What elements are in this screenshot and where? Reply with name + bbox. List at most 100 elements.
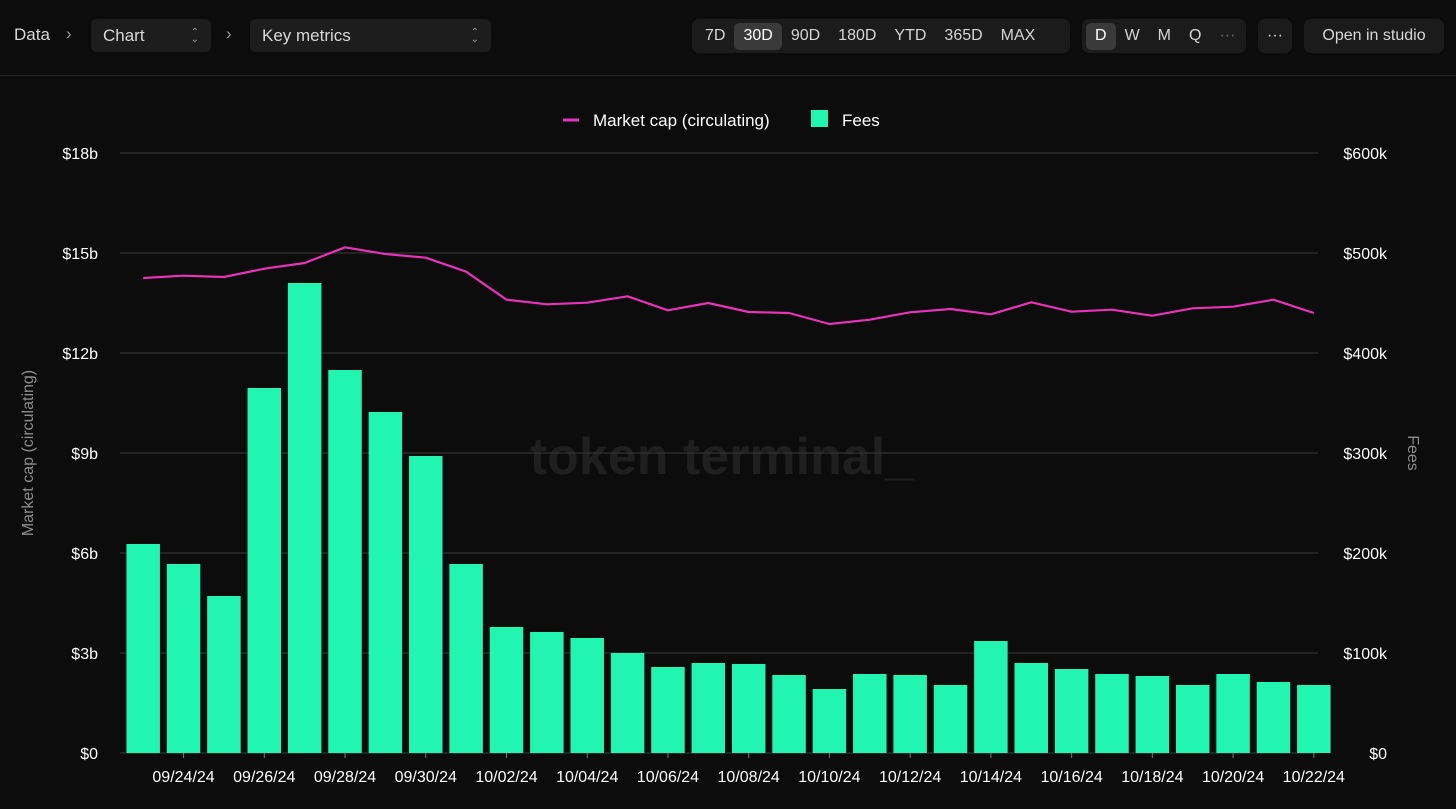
fees-bar bbox=[853, 674, 887, 753]
fees-bar bbox=[328, 370, 362, 753]
x-tick-label: 09/28/24 bbox=[314, 769, 376, 786]
fees-bar bbox=[1175, 685, 1210, 753]
more-icon: ··· bbox=[1267, 27, 1283, 44]
left-tick-label: $0 bbox=[80, 746, 98, 763]
chevron-right-icon: › bbox=[66, 24, 72, 43]
granularity-option-d[interactable]: D bbox=[1086, 22, 1116, 50]
granularity-selector: D W M Q ··· bbox=[1082, 19, 1246, 53]
x-tick-label: 09/26/24 bbox=[233, 769, 295, 786]
fees-bar bbox=[570, 638, 604, 753]
fees-bar bbox=[530, 632, 564, 753]
range-option-max[interactable]: MAX bbox=[1000, 27, 1036, 44]
range-option-180d[interactable]: 180D bbox=[838, 27, 877, 44]
right-tick-label: $100k bbox=[1343, 646, 1388, 663]
x-tick-label: 09/30/24 bbox=[395, 769, 457, 786]
right-tick-label: $0 bbox=[1369, 746, 1387, 763]
fees-bar bbox=[691, 663, 726, 753]
right-axis-title: Fees bbox=[1404, 435, 1421, 471]
right-tick-label: $600k bbox=[1343, 146, 1388, 163]
left-axis: $0 $3b $6b $9b $12b $15b $18b bbox=[62, 146, 98, 763]
fees-bar bbox=[1095, 674, 1129, 753]
more-options-button[interactable]: ··· bbox=[1258, 19, 1292, 53]
fees-bars bbox=[126, 283, 1331, 753]
chart: token terminal_ $0$3b$6b$9b$12b$15b$18b … bbox=[20, 110, 1421, 786]
x-tick-label: 10/12/24 bbox=[879, 769, 941, 786]
fees-bar bbox=[166, 564, 201, 753]
fees-bar bbox=[610, 653, 645, 753]
x-tick-label: 10/14/24 bbox=[960, 769, 1022, 786]
time-range-selector: 7D 30D 90D 180D YTD 365D MAX bbox=[692, 19, 1070, 53]
fees-bar bbox=[731, 664, 766, 753]
fees-bar bbox=[812, 689, 847, 753]
fees-bar bbox=[1054, 669, 1089, 753]
chevron-right-icon: › bbox=[226, 24, 232, 43]
range-option-365d[interactable]: 365D bbox=[944, 27, 983, 44]
fees-bar bbox=[247, 388, 282, 753]
fees-bar bbox=[207, 596, 241, 753]
x-tick-label: 10/06/24 bbox=[637, 769, 699, 786]
fees-bar bbox=[651, 667, 685, 753]
x-tick-label: 10/18/24 bbox=[1121, 769, 1183, 786]
granularity-option-m[interactable]: M bbox=[1157, 27, 1171, 44]
fees-bar bbox=[933, 685, 968, 753]
open-in-studio-label: Open in studio bbox=[1322, 27, 1426, 44]
x-tick-label: 10/16/24 bbox=[1040, 769, 1102, 786]
left-axis-title: Market cap (circulating) bbox=[20, 370, 37, 536]
x-tick-label: 10/20/24 bbox=[1202, 769, 1264, 786]
range-option-30d[interactable]: 30D bbox=[734, 22, 782, 50]
left-tick-label: $6b bbox=[71, 546, 98, 563]
right-axis: $0 $100k $200k $300k $400k $500k $600k bbox=[1343, 146, 1388, 763]
fees-bar bbox=[1297, 685, 1331, 753]
left-tick-label: $18b bbox=[62, 146, 98, 163]
left-tick-label: $12b bbox=[62, 346, 98, 363]
x-tick-label: 10/02/24 bbox=[475, 769, 537, 786]
market-cap-line-path bbox=[143, 246, 1315, 326]
range-option-90d[interactable]: 90D bbox=[790, 27, 821, 44]
fees-bar bbox=[287, 283, 322, 753]
fees-bar bbox=[974, 641, 1008, 753]
updown-chevron-icon: ⌃ ⌄ bbox=[190, 26, 199, 45]
fees-bar bbox=[1256, 682, 1291, 753]
legend-fees-label: Fees bbox=[842, 111, 880, 130]
fees-bar bbox=[1135, 676, 1170, 753]
fees-bar bbox=[1216, 674, 1250, 753]
granularity-option-w[interactable]: W bbox=[1124, 27, 1140, 44]
metrics-select-value: Key metrics bbox=[262, 25, 351, 45]
open-in-studio-button[interactable]: Open in studio bbox=[1304, 19, 1444, 53]
metrics-select[interactable]: Key metrics ⌃ ⌄ bbox=[250, 19, 491, 52]
chart-select[interactable]: Chart ⌃ ⌄ bbox=[91, 19, 211, 52]
range-option-ytd[interactable]: YTD bbox=[894, 27, 927, 44]
x-tick-label: 10/22/24 bbox=[1283, 769, 1345, 786]
fees-bar bbox=[893, 675, 927, 753]
x-tick-label: 09/24/24 bbox=[152, 769, 214, 786]
right-tick-label: $200k bbox=[1343, 546, 1388, 563]
fees-bar bbox=[408, 456, 443, 753]
breadcrumb-data-link[interactable]: Data bbox=[14, 25, 50, 44]
market-cap-line bbox=[143, 246, 1315, 326]
x-tick-label: 10/08/24 bbox=[718, 769, 780, 786]
legend: Market cap (circulating) Fees bbox=[563, 110, 880, 130]
fees-bar bbox=[1014, 663, 1049, 753]
left-tick-label: $15b bbox=[62, 246, 98, 263]
fees-bar bbox=[772, 675, 806, 753]
x-axis: 09/24/24 09/26/24 09/28/24 09/30/24 10/02/24… bbox=[152, 753, 1345, 786]
right-tick-label: $300k bbox=[1343, 446, 1388, 463]
fees-bar bbox=[126, 544, 160, 753]
granularity-option-more-option[interactable]: ··· bbox=[1219, 27, 1236, 44]
legend-fees-swatch bbox=[811, 110, 828, 127]
x-tick-label: 10/04/24 bbox=[556, 769, 618, 786]
chart-select-value: Chart bbox=[103, 25, 145, 45]
fees-bar bbox=[368, 412, 403, 753]
legend-market-cap-label: Market cap (circulating) bbox=[593, 111, 770, 130]
right-tick-label: $400k bbox=[1343, 346, 1388, 363]
top-toolbar: Data › Chart ⌃ ⌄ › Key metrics ⌃ ⌄ 7D 30D 90… bbox=[0, 0, 1456, 76]
updown-chevron-icon: ⌃ ⌄ bbox=[470, 26, 479, 45]
left-tick-label: $3b bbox=[71, 646, 98, 663]
range-option-7d[interactable]: 7D bbox=[705, 27, 726, 44]
granularity-option-q[interactable]: Q bbox=[1189, 27, 1202, 44]
right-tick-label: $500k bbox=[1343, 246, 1388, 263]
fees-bar bbox=[489, 627, 524, 753]
fees-bar bbox=[449, 564, 483, 753]
left-tick-label: $9b bbox=[71, 446, 98, 463]
x-tick-label: 10/10/24 bbox=[798, 769, 860, 786]
